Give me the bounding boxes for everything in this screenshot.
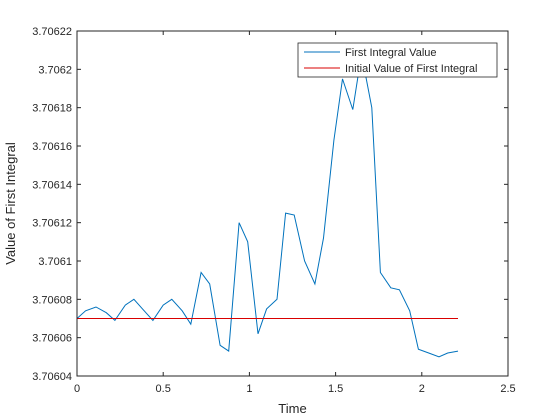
- legend-label-first-integral-value: First Integral Value: [345, 47, 437, 59]
- y-tick-label: 3.70608: [32, 294, 72, 306]
- y-tick-label: 3.7061: [38, 256, 72, 268]
- x-tick-label: 2: [419, 383, 425, 395]
- y-tick-label: 3.70616: [32, 141, 72, 153]
- y-tick-label: 3.7062: [38, 64, 72, 76]
- x-tick-label: 1.5: [328, 383, 343, 395]
- plot-frame: [76, 30, 509, 377]
- x-axis-label: Time: [278, 401, 306, 416]
- y-tick-label: 3.70604: [32, 371, 72, 383]
- series-line-0: [76, 53, 459, 358]
- y-tick-label: 3.70622: [32, 26, 72, 38]
- y-tick-label: 3.70606: [32, 333, 72, 345]
- x-tick-label: 1: [246, 383, 252, 395]
- x-tick-label: 0: [74, 383, 80, 395]
- legend-box: [297, 42, 498, 78]
- x-axis-ticks: 0 0.5 1 1.5 2 2.5: [74, 31, 516, 395]
- y-axis-label: Value of First Integral: [3, 142, 18, 265]
- y-tick-label: 3.70618: [32, 103, 72, 115]
- y-tick-label: 3.70612: [32, 218, 72, 230]
- x-tick-label: 0.5: [156, 383, 171, 395]
- legend-label-initial-value: Initial Value of First Integral: [345, 63, 477, 75]
- series-layer: [76, 53, 459, 358]
- y-axis-ticks: 3.70604 3.70606 3.70608 3.7061 3.70612 3.7061…: [32, 26, 508, 383]
- plot-area: [77, 31, 508, 376]
- y-tick-label: 3.70614: [32, 179, 72, 191]
- legend: First Integral Value Initial Value of Fi…: [297, 42, 498, 78]
- x-tick-label: 2.5: [500, 383, 515, 395]
